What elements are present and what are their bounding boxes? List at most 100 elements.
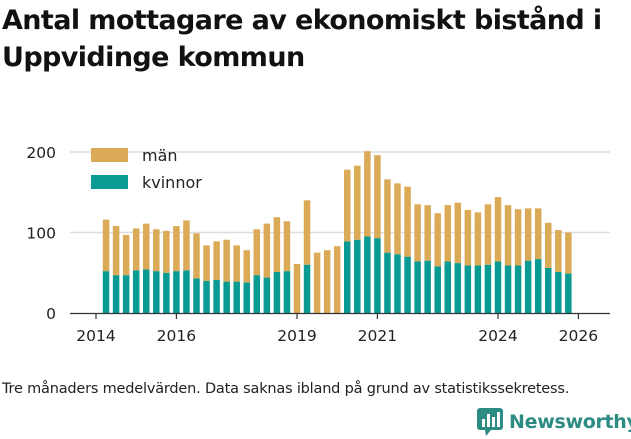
bar-kvinnor [132, 270, 140, 313]
bar-man [344, 169, 351, 242]
y-tick-label: 200 [26, 144, 56, 162]
bar-kvinnor [534, 259, 542, 313]
bar-man [424, 205, 431, 261]
bar-man [414, 204, 421, 262]
bar-man [153, 229, 160, 272]
bar-kvinnor [444, 261, 451, 313]
bar-man [122, 234, 130, 276]
bar-kvinnor [303, 264, 311, 313]
bar-man [102, 219, 110, 272]
bar-man [293, 263, 301, 313]
bar-man [233, 245, 240, 282]
bar-kvinnor [253, 275, 261, 313]
bar-man [494, 197, 502, 262]
bar-kvinnor [374, 238, 381, 313]
bar-man [444, 205, 451, 262]
bar-kvinnor [344, 241, 351, 313]
bar-kvinnor [213, 279, 220, 313]
bar-kvinnor [545, 267, 552, 313]
bar-man [394, 183, 401, 255]
bar-kvinnor [223, 281, 230, 313]
bar-man [545, 222, 552, 268]
brand-name: Newsworthy [509, 411, 631, 433]
bar-man [143, 223, 150, 270]
bar-kvinnor [183, 270, 190, 313]
bar-man [112, 226, 120, 276]
bar-kvinnor [122, 275, 130, 313]
legend-swatch-kvinnor [91, 175, 128, 189]
bar-man [454, 202, 462, 264]
legend-label-man: män [142, 146, 178, 165]
bar-kvinnor [464, 265, 472, 313]
bar-kvinnor [514, 265, 522, 313]
legend-swatch-man [91, 148, 128, 162]
bar-kvinnor [112, 275, 120, 313]
bar-kvinnor [474, 265, 482, 313]
bar-man [253, 229, 261, 276]
bar-man [354, 165, 361, 240]
bar-kvinnor [143, 269, 150, 313]
bar-man [464, 209, 472, 266]
x-tick-label: 2016 [157, 327, 196, 345]
footnote: Tre månaders medelvärden. Data saknas ib… [2, 381, 570, 397]
bar-man [243, 250, 250, 283]
bars [102, 151, 572, 313]
bar-man [132, 228, 140, 271]
bar-man [474, 212, 482, 266]
bar-man [364, 151, 371, 237]
x-tick-label: 2021 [358, 327, 397, 345]
bar-kvinnor [163, 272, 170, 313]
bar-man [534, 208, 542, 260]
bar-kvinnor [243, 282, 250, 313]
bar-kvinnor [424, 260, 431, 313]
bar-kvinnor [454, 263, 462, 313]
bar-kvinnor [504, 265, 512, 313]
bar-man [163, 230, 170, 273]
bar-kvinnor [203, 280, 210, 313]
bar-man [283, 221, 291, 272]
x-tick-label: 2014 [76, 327, 115, 345]
bar-man [223, 239, 230, 282]
bar-man [504, 205, 512, 266]
legend: män kvinnor [91, 146, 202, 192]
y-tick-label: 0 [46, 305, 56, 323]
bar-man [333, 246, 341, 313]
bar-kvinnor [193, 278, 200, 313]
bar-man [313, 252, 321, 313]
bar-kvinnor [233, 281, 240, 313]
bar-man [374, 155, 381, 239]
bar-man [193, 233, 200, 279]
bar-kvinnor [173, 271, 180, 313]
bar-man [173, 226, 180, 272]
x-tick-label: 2024 [478, 327, 517, 345]
bar-man [384, 179, 391, 253]
bar-man [484, 204, 492, 265]
bar-man [555, 230, 562, 272]
bar-kvinnor [565, 273, 572, 313]
bar-man [514, 209, 522, 266]
bar-kvinnor [414, 261, 421, 313]
x-tick-label: 2019 [277, 327, 316, 345]
bar-man [404, 186, 411, 257]
legend-label-kvinnor: kvinnor [142, 173, 202, 192]
newsworthy-logo-icon [477, 408, 503, 436]
bar-kvinnor [364, 236, 371, 313]
bar-kvinnor [273, 271, 281, 313]
bar-kvinnor [524, 260, 532, 313]
bar-kvinnor [555, 271, 562, 313]
bar-kvinnor [283, 271, 291, 313]
bar-man [323, 250, 331, 313]
bar-kvinnor [404, 256, 411, 313]
y-tick-label: 100 [26, 225, 56, 243]
bar-kvinnor [384, 252, 391, 313]
x-tick-label: 2026 [559, 327, 598, 345]
bar-kvinnor [394, 254, 401, 313]
bar-man [303, 200, 311, 265]
bar-man [273, 217, 281, 272]
x-axis-ticks: 2014 2016 2019 2021 2024 2026 [76, 313, 598, 345]
bar-kvinnor [153, 271, 160, 313]
bar-man [434, 213, 441, 267]
newsworthy-logo[interactable]: Newsworthy [477, 406, 631, 438]
bar-man [565, 232, 572, 274]
